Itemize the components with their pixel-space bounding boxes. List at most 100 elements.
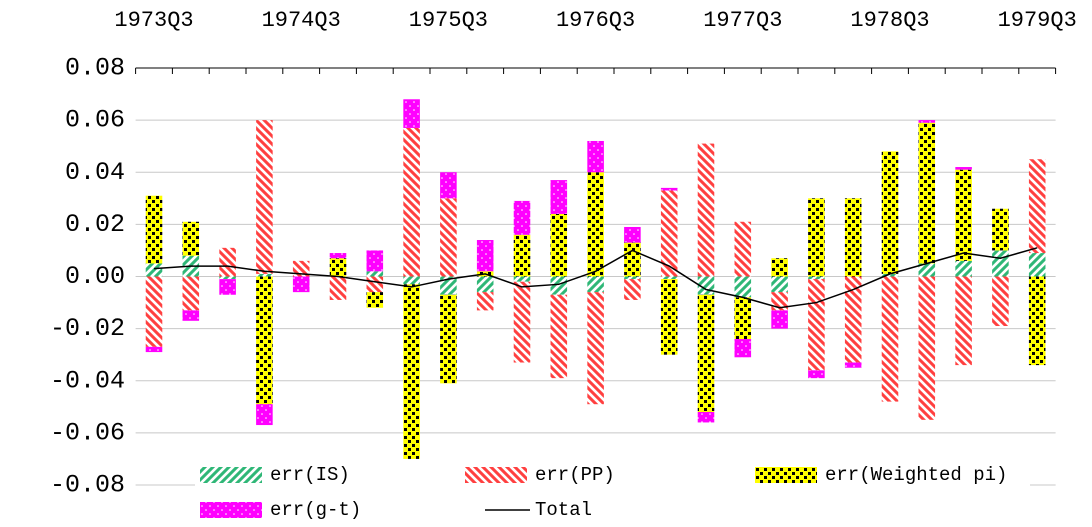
bar-segment [513, 200, 531, 235]
y-tick-label: 0.04 [65, 158, 125, 187]
bar-segment [881, 276, 899, 402]
bar-segment [403, 284, 420, 459]
bar-segment [1028, 276, 1046, 366]
legend-swatch [200, 467, 262, 483]
bar-segment [550, 180, 568, 214]
bar-segment [513, 281, 531, 363]
total-line [153, 247, 1038, 309]
bar-segment [256, 120, 273, 274]
bar-segment [366, 271, 384, 277]
bar-segment [440, 172, 457, 199]
y-tick-label: -0.04 [50, 366, 125, 395]
bar-segment [587, 276, 604, 293]
legend-swatch [465, 467, 527, 483]
bar-segment [440, 198, 457, 277]
bar-segment [219, 247, 236, 277]
legend-label: err(Weighted pi) [825, 464, 1007, 486]
bar-segment [587, 172, 604, 277]
legend-label: Total [535, 499, 592, 521]
bar-segment [624, 242, 641, 277]
x-tick-label: 1977Q3 [703, 8, 782, 33]
bar-segment [771, 276, 788, 293]
bar-segment [513, 234, 531, 277]
bar-segment [844, 362, 862, 368]
bar-segment [771, 292, 788, 311]
bar-segment [771, 258, 788, 277]
bar-segment [734, 297, 752, 340]
bar-segment [476, 240, 494, 272]
bar-segment [145, 346, 163, 353]
x-tick-label: 1975Q3 [409, 8, 488, 33]
bar-segment [918, 276, 936, 420]
bar-segment [145, 263, 163, 277]
bar-segment [366, 276, 384, 293]
bar-segment [329, 253, 347, 259]
x-tick-label: 1973Q3 [114, 8, 193, 33]
bar-segment [992, 208, 1009, 251]
bar-segment [808, 276, 825, 280]
bar-segment [182, 276, 200, 311]
y-tick-label: -0.08 [50, 471, 125, 500]
bar-segment [329, 258, 347, 277]
bar-segment [145, 195, 163, 264]
bar-segment [992, 250, 1009, 277]
x-tick-label: 1979Q3 [998, 8, 1077, 33]
x-tick-label: 1974Q3 [262, 8, 341, 33]
bar-segment [992, 276, 1009, 327]
bar-segment [624, 279, 641, 300]
bar-segment [918, 120, 936, 123]
bar-segment [182, 310, 200, 321]
bar-segment [844, 198, 862, 277]
bar-segment [219, 276, 236, 280]
y-tick-label: 0.08 [65, 54, 125, 83]
bar-segment [440, 276, 457, 295]
x-tick-label: 1978Q3 [850, 8, 929, 33]
bar-segment [918, 122, 936, 264]
bar-segment [955, 276, 972, 366]
bar-segment [366, 292, 384, 308]
bar-segment [219, 279, 236, 295]
bar-segment [955, 169, 972, 261]
bar-segment [808, 370, 825, 379]
bar-segment [1028, 159, 1046, 254]
legend-box [195, 460, 1030, 526]
bar-segment [476, 292, 494, 311]
bar-segment [256, 404, 273, 426]
bar-segment [145, 276, 163, 347]
x-tick-label: 1976Q3 [556, 8, 635, 33]
bar-segment [771, 310, 788, 329]
bar-segment [734, 339, 752, 358]
bar-segment [808, 198, 825, 277]
bar-segment [808, 279, 825, 371]
bar-segment [292, 276, 310, 293]
legend-swatch [755, 467, 817, 483]
legend-swatch [200, 502, 262, 518]
y-tick-label: -0.02 [50, 314, 125, 343]
y-tick-label: 0.00 [65, 262, 125, 291]
bar-segment [587, 292, 604, 405]
bar-segment [182, 221, 200, 256]
legend-label: err(PP) [535, 464, 615, 486]
bar-segment [734, 221, 752, 277]
bar-segment [587, 140, 604, 173]
bar-segment [697, 412, 715, 423]
bar-segment [660, 187, 678, 191]
bar-segment [550, 276, 568, 295]
bar-segment [881, 273, 899, 277]
bar-segment [476, 276, 494, 293]
bar-segment [881, 151, 899, 274]
bar-segment [624, 276, 641, 280]
bar-segment [624, 226, 641, 243]
bar-segment [440, 294, 457, 384]
bar-segment [292, 260, 310, 277]
bar-segment [513, 276, 531, 282]
bar-segment [734, 276, 752, 298]
bar-segment [918, 263, 936, 277]
legend-label: err(g-t) [270, 499, 361, 521]
bar-segment [403, 99, 420, 128]
bar-segment [955, 260, 972, 277]
bar-segment [660, 276, 678, 280]
bar-segment [403, 127, 420, 277]
bar-segment [550, 294, 568, 379]
